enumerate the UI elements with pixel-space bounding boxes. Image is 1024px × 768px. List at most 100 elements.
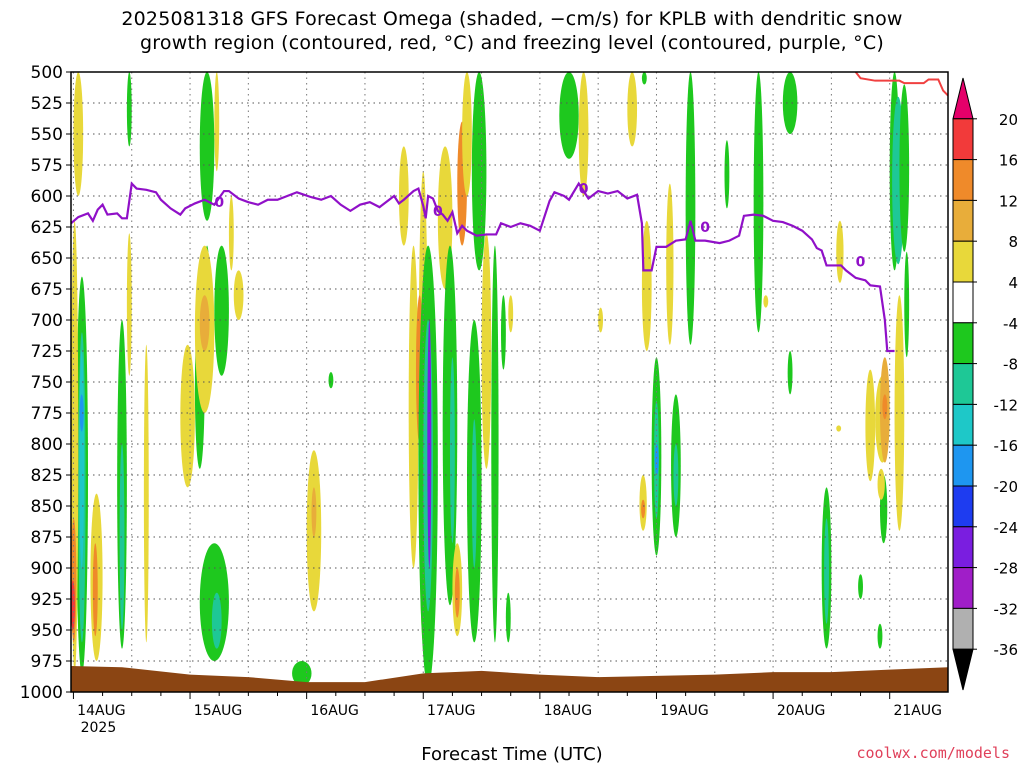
terrain-fill — [71, 665, 948, 692]
omega-cell — [877, 468, 885, 500]
omega-cell — [311, 487, 317, 537]
colorbar-segment — [952, 526, 974, 569]
chart-title-line1: 2025081318 GFS Forecast Omega (shaded, −… — [121, 8, 903, 30]
colorbar-label: -28 — [994, 560, 1019, 578]
colorbar-label: -4 — [1003, 315, 1018, 333]
y-tick-label: 600 — [31, 187, 63, 207]
y-tick-label: 850 — [31, 497, 63, 517]
omega-cell — [143, 344, 149, 643]
y-tick-label: 550 — [31, 125, 63, 145]
omega-cell — [79, 394, 84, 432]
colorbar-label: 16 — [999, 152, 1018, 170]
colorbar-label: -36 — [994, 641, 1019, 659]
freezing-level-label: 0 — [214, 195, 224, 211]
omega-cell — [836, 425, 842, 432]
omega-cell — [449, 357, 455, 544]
omega-cell — [228, 196, 234, 271]
colorbar-segment — [952, 281, 974, 324]
omega-cell — [753, 72, 764, 333]
y-tick-label: 675 — [31, 280, 63, 300]
freezing-level-contour — [71, 181, 895, 353]
colorbar-segment — [952, 118, 974, 161]
colorbar-segment — [952, 403, 974, 446]
omega-cell — [462, 72, 472, 196]
omega-cell — [398, 146, 409, 246]
contour-layer: 0 0 0 0 0 — [71, 72, 948, 353]
colorbar-label: -20 — [994, 478, 1019, 496]
omega-cell — [666, 183, 674, 345]
omega-cell — [627, 72, 638, 147]
omega-cell — [508, 295, 514, 333]
omega-cell — [904, 251, 910, 358]
omega-cell — [199, 72, 215, 221]
y-tick-label: 825 — [31, 466, 63, 486]
omega-cell — [882, 394, 888, 420]
colorbar-segment — [952, 199, 974, 242]
omega-cell — [899, 84, 910, 252]
colorbar-segment — [952, 159, 974, 201]
omega-cell — [641, 499, 646, 519]
omega-cell — [894, 295, 905, 531]
colorbar-segment — [952, 607, 974, 650]
omega-cell — [119, 444, 125, 630]
omega-cell — [559, 72, 579, 159]
omega-cell — [199, 295, 210, 351]
omega-cell — [877, 623, 883, 649]
omega-cell — [328, 372, 334, 389]
colorbar-label: -16 — [994, 437, 1019, 455]
omega-cell — [471, 72, 487, 271]
colorbar-cap-bottom — [952, 648, 974, 691]
x-tick-label: 21AUG — [893, 703, 942, 719]
x-axis-title: Forecast Time (UTC) — [421, 744, 603, 765]
chart-title-line2: growth region (contoured, red, °C) and f… — [140, 32, 884, 54]
omega-shading-layer — [71, 72, 910, 686]
y-tick-label: 900 — [31, 559, 63, 579]
y-tick-label: 650 — [31, 249, 63, 269]
y-tick-label: 575 — [31, 156, 63, 176]
freezing-level-label: 0 — [700, 220, 710, 236]
colorbar: 20 16 12 8 4 -4 -8 -12 -16 -20 -24 -28 -32 -36 — [952, 77, 1019, 691]
freezing-level-label: 0 — [433, 204, 443, 220]
x-tick-label: 16AUG — [310, 703, 359, 719]
y-tick-label: 925 — [31, 590, 63, 610]
omega-cell — [824, 518, 829, 624]
y-tick-label: 725 — [31, 342, 63, 362]
colorbar-label: -24 — [994, 519, 1019, 537]
omega-cell — [454, 568, 460, 618]
y-tick-label: 500 — [31, 63, 63, 83]
x-tick-label: 14AUG — [77, 703, 126, 719]
omega-cell — [782, 72, 798, 134]
omega-cell — [724, 140, 730, 209]
omega-cell — [214, 72, 220, 172]
x-tick-label: 17AUG — [427, 703, 476, 719]
omega-cell — [858, 574, 863, 599]
colorbar-cap-top — [952, 77, 974, 120]
y-tick-label: 800 — [31, 435, 63, 455]
omega-cell — [641, 220, 652, 351]
omega-cell — [654, 444, 659, 475]
colorbar-segment — [952, 485, 974, 528]
omega-cell — [180, 344, 195, 488]
y-tick-label: 975 — [31, 652, 63, 672]
omega-cell — [505, 592, 511, 643]
colorbar-segment — [952, 567, 974, 609]
colorbar-label: 20 — [999, 111, 1018, 129]
colorbar-label: -12 — [994, 396, 1019, 414]
omega-cell — [787, 351, 793, 395]
omega-cell — [500, 295, 506, 370]
omega-cell — [214, 245, 229, 376]
colorbar-label: 12 — [999, 192, 1018, 210]
colorbar-label: -32 — [994, 600, 1019, 618]
omega-cell — [211, 592, 222, 649]
omega-cell — [836, 220, 844, 283]
y-axis: 500 525 550 575 600 625 650 675 700 725 750 775 800 8… — [20, 63, 71, 703]
freezing-level-label: 0 — [856, 255, 866, 271]
y-tick-label: 700 — [31, 311, 63, 331]
y-tick-label: 750 — [31, 373, 63, 393]
y-tick-label: 525 — [31, 94, 63, 114]
omega-cell — [865, 369, 876, 482]
x-tick-label: 19AUG — [660, 703, 709, 719]
omega-cell — [79, 351, 85, 568]
